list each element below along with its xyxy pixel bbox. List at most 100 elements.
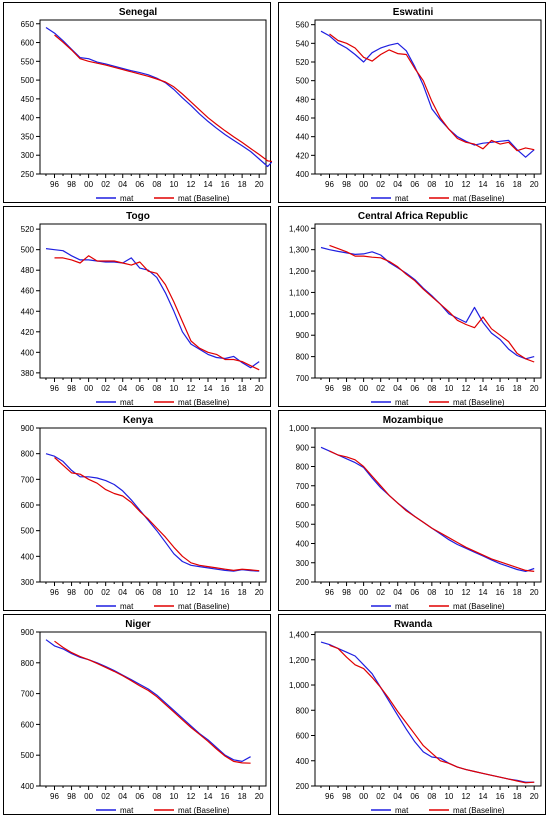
x-tick-label: 10 xyxy=(169,180,178,189)
y-tick-label: 600 xyxy=(296,501,310,510)
x-tick-label: 06 xyxy=(410,792,419,801)
x-tick-label: 02 xyxy=(101,588,110,597)
chart-svg: Senegal 250 300 350 400 450 500 550 600 650 96 98 00… xyxy=(21,7,272,203)
x-tick-label: 10 xyxy=(444,384,453,393)
x-tick-label: 06 xyxy=(135,384,144,393)
x-tick-label: 18 xyxy=(238,588,247,597)
x-tick-label: 12 xyxy=(186,180,195,189)
legend-baseline-label: mat (Baseline) xyxy=(178,806,230,815)
x-tick-label: 00 xyxy=(359,588,368,597)
y-tick-label: 400 xyxy=(296,540,310,549)
x-tick-label: 18 xyxy=(513,588,522,597)
x-tick-label: 10 xyxy=(444,180,453,189)
x-tick-label: 98 xyxy=(342,384,351,393)
x-tick-label: 00 xyxy=(359,384,368,393)
chart-title: Senegal xyxy=(119,7,158,18)
x-tick-label: 98 xyxy=(67,384,76,393)
x-tick-label: 06 xyxy=(410,588,419,597)
x-tick-label: 20 xyxy=(255,792,264,801)
chart-panel: Rwanda 200 400 600 800 1,000 1,200 1,400 96 98 00 0… xyxy=(278,614,546,815)
x-tick-label: 00 xyxy=(84,180,93,189)
y-tick-label: 1,300 xyxy=(289,246,310,255)
chart-panel: Kenya 300 400 500 600 700 800 900 96 98 00 02 04 06 08… xyxy=(3,410,271,611)
x-tick-label: 08 xyxy=(152,588,161,597)
chart-title: Togo xyxy=(126,211,150,222)
x-tick-label: 16 xyxy=(496,180,505,189)
x-tick-label: 16 xyxy=(496,384,505,393)
series-mat-line xyxy=(45,639,251,762)
y-tick-label: 700 xyxy=(21,690,35,699)
y-tick-label: 300 xyxy=(21,151,35,160)
y-tick-label: 500 xyxy=(21,527,35,536)
y-tick-label: 540 xyxy=(296,39,310,48)
x-tick-label: 12 xyxy=(461,384,470,393)
x-tick-label: 96 xyxy=(50,588,59,597)
y-tick-label: 460 xyxy=(21,287,35,296)
plot-frame xyxy=(39,223,267,379)
chart-svg: Eswatini 400 420 440 460 480 500 520 540 560 96 98 0… xyxy=(296,7,542,203)
series-baseline-line xyxy=(54,457,260,572)
y-tick-label: 800 xyxy=(296,353,310,362)
x-tick-label: 04 xyxy=(118,588,127,597)
y-tick-label: 1,400 xyxy=(289,224,310,233)
chart-svg: Rwanda 200 400 600 800 1,000 1,200 1,400 96 98 00 0… xyxy=(289,619,542,815)
chart-title: Central Africa Republic xyxy=(358,211,469,222)
x-tick-label: 12 xyxy=(186,792,195,801)
legend-baseline-label: mat (Baseline) xyxy=(453,194,505,203)
y-tick-label: 700 xyxy=(296,482,310,491)
x-tick-label: 04 xyxy=(118,180,127,189)
y-tick-label: 800 xyxy=(296,463,310,472)
y-tick-label: 800 xyxy=(21,450,35,459)
y-tick-label: 600 xyxy=(21,39,35,48)
x-tick-label: 10 xyxy=(444,588,453,597)
chart-title: Niger xyxy=(125,619,151,630)
legend-mat-label: mat xyxy=(395,806,409,815)
x-tick-label: 06 xyxy=(410,180,419,189)
x-tick-label: 08 xyxy=(152,792,161,801)
y-tick-label: 600 xyxy=(296,732,310,741)
y-tick-label: 200 xyxy=(296,578,310,587)
x-tick-label: 06 xyxy=(135,792,144,801)
series-mat-line xyxy=(45,26,272,168)
x-tick-label: 98 xyxy=(67,588,76,597)
y-tick-label: 460 xyxy=(296,114,310,123)
chart-panel: Niger 400 500 600 700 800 900 96 98 00 02 04 06 08 10 1… xyxy=(3,614,271,815)
x-tick-label: 98 xyxy=(67,792,76,801)
y-tick-label: 800 xyxy=(296,706,310,715)
x-tick-label: 16 xyxy=(221,384,230,393)
x-tick-label: 02 xyxy=(101,180,110,189)
chart-panel: Senegal 250 300 350 400 450 500 550 600 650 96 98 00… xyxy=(3,2,272,203)
y-tick-label: 400 xyxy=(296,170,310,179)
x-tick-label: 16 xyxy=(496,588,505,597)
chart-panel: Eswatini 400 420 440 460 480 500 520 540 560 96 98 0… xyxy=(278,2,546,203)
legend-mat-label: mat xyxy=(395,398,409,407)
x-tick-label: 12 xyxy=(461,792,470,801)
y-tick-label: 900 xyxy=(21,424,35,433)
x-tick-label: 10 xyxy=(169,588,178,597)
series-baseline-line xyxy=(329,244,535,363)
legend-baseline-label: mat (Baseline) xyxy=(453,602,505,611)
plot-frame xyxy=(39,631,267,787)
x-tick-label: 18 xyxy=(238,384,247,393)
y-tick-label: 400 xyxy=(21,114,35,123)
x-tick-label: 96 xyxy=(325,792,334,801)
y-tick-label: 550 xyxy=(21,57,35,66)
legend-mat-label: mat xyxy=(395,602,409,611)
series-mat-line xyxy=(320,246,535,360)
series-mat-line xyxy=(320,446,535,572)
series-baseline-line xyxy=(54,640,251,764)
x-tick-label: 96 xyxy=(50,792,59,801)
legend-baseline-label: mat (Baseline) xyxy=(178,602,230,611)
y-tick-label: 1,000 xyxy=(289,681,310,690)
legend-mat-label: mat xyxy=(120,194,134,203)
chart-panel: Central Africa Republic 700 800 900 1,000 1,1… xyxy=(278,206,546,407)
x-tick-label: 18 xyxy=(238,792,247,801)
chart-svg: Mozambique 200 300 400 500 600 700 800 900 1,000 9… xyxy=(289,415,542,611)
y-tick-label: 900 xyxy=(296,443,310,452)
x-tick-label: 04 xyxy=(393,384,402,393)
x-tick-label: 10 xyxy=(444,792,453,801)
x-tick-label: 96 xyxy=(325,588,334,597)
chart-svg: Kenya 300 400 500 600 700 800 900 96 98 00 02 04 06 08… xyxy=(21,415,267,611)
legend-baseline-label: mat (Baseline) xyxy=(453,398,505,407)
